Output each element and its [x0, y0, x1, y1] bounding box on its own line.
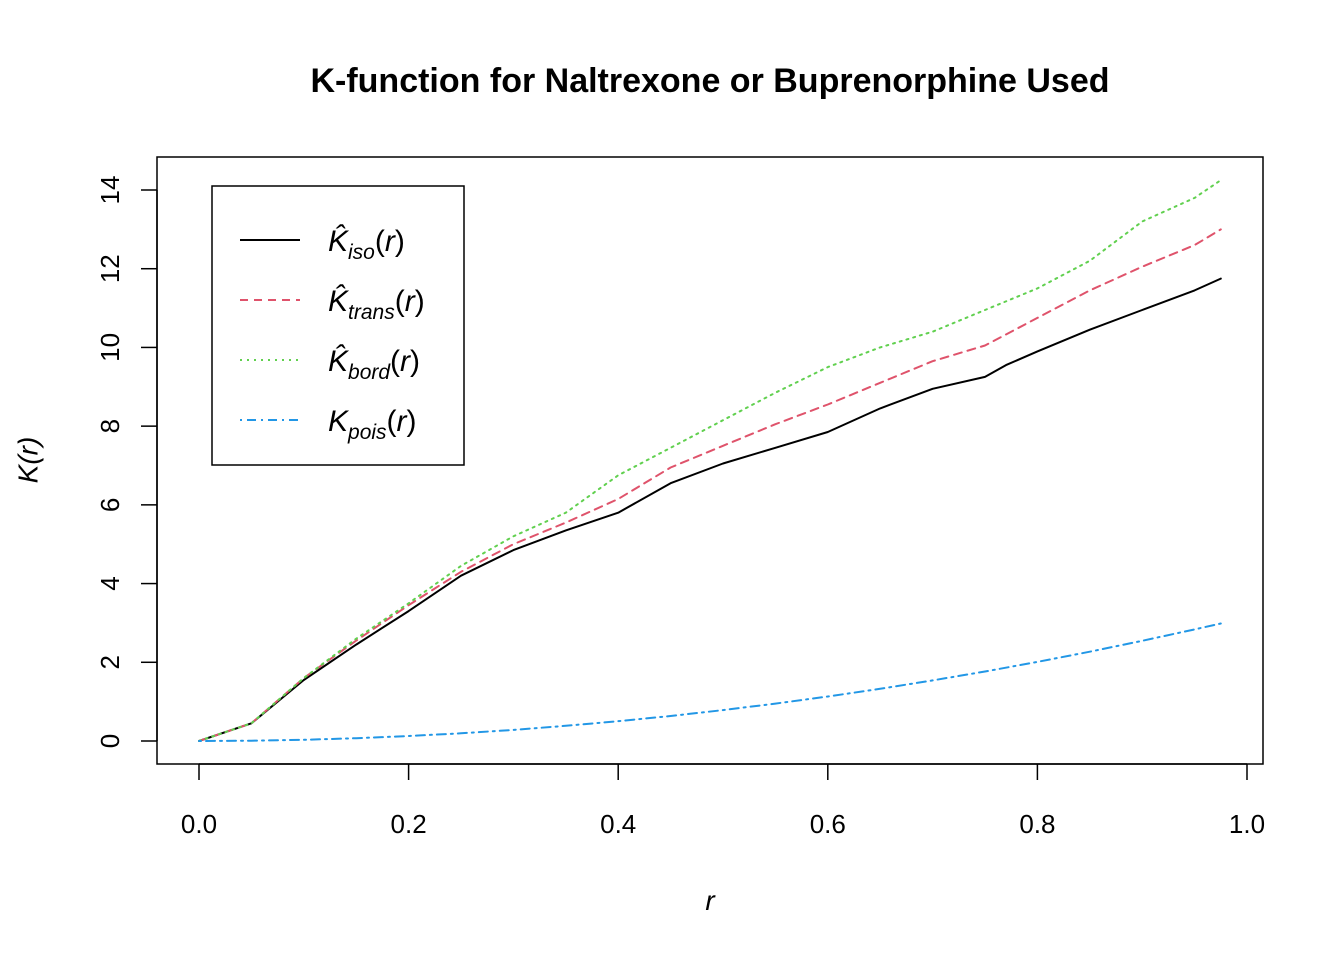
- x-tick-label: 0.6: [810, 809, 846, 839]
- y-tick-label: 12: [95, 254, 125, 283]
- legend-label-pois: Kpois(r): [328, 405, 417, 444]
- y-tick-label: 10: [95, 333, 125, 362]
- legend-box: [211, 185, 465, 466]
- series-line-trans: [198, 228, 1222, 742]
- x-tick-label: 1.0: [1229, 809, 1265, 839]
- y-tick-label: 8: [95, 419, 125, 433]
- x-tick-label: 0.4: [600, 809, 636, 839]
- legend-label-bord: K̂bord(r): [328, 345, 420, 384]
- chart-title: K-function for Naltrexone or Buprenorphi…: [310, 62, 1109, 100]
- y-tick-label: 2: [95, 655, 125, 669]
- legend-label-iso: K̂iso(r): [328, 225, 405, 264]
- series-layer: [198, 179, 1222, 742]
- y-axis-label: K(r): [13, 437, 44, 484]
- x-axis-label: r: [705, 885, 716, 916]
- legend-label-trans: K̂trans(r): [328, 285, 425, 324]
- y-tick-label: 4: [95, 576, 125, 590]
- series-line-bord: [198, 179, 1222, 742]
- x-tick-label: 0.0: [181, 809, 217, 839]
- y-tick-label: 14: [95, 176, 125, 205]
- y-tick-label: 0: [95, 734, 125, 748]
- y-axis: 0 2 4 6 8 10 12 14: [95, 176, 158, 748]
- y-tick-label: 6: [95, 498, 125, 512]
- x-axis: 0.0 0.2 0.4 0.6 0.8 1.0: [181, 763, 1265, 839]
- series-line-pois: [198, 622, 1222, 742]
- x-tick-label: 0.8: [1019, 809, 1055, 839]
- x-tick-label: 0.2: [391, 809, 427, 839]
- legend: K̂iso(r) K̂trans(r) K̂bord(r) Kpois(r): [211, 185, 465, 466]
- series-line-iso: [198, 277, 1222, 742]
